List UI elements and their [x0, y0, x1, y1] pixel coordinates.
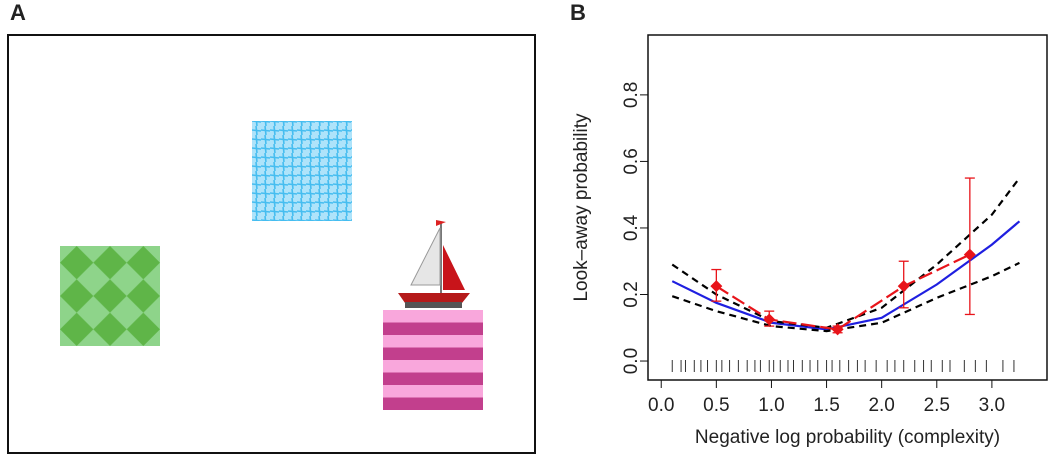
x-tick-label: 0.5 — [703, 395, 729, 416]
curve — [671, 177, 1021, 329]
blue-square — [252, 121, 352, 221]
panel-label: B — [570, 0, 586, 25]
y-tick-label: 0.6 — [621, 148, 642, 174]
x-tick-label: 1.5 — [813, 395, 839, 416]
y-tick-label: 0.8 — [621, 82, 642, 108]
x-tick-label: 2.5 — [924, 395, 950, 416]
curve — [671, 220, 1021, 331]
plot-frame — [647, 34, 1048, 381]
y-axis-label: Look–away probability — [571, 113, 592, 302]
x-tick-label: 3.0 — [979, 395, 1005, 416]
point — [763, 313, 776, 326]
y-tick-label: 0.4 — [621, 214, 642, 241]
point — [963, 248, 976, 261]
green-square — [60, 246, 160, 346]
pink-square — [383, 310, 483, 410]
stimulus-frame — [7, 34, 536, 454]
point — [710, 280, 723, 293]
panel-label: A — [10, 0, 26, 25]
sailboat — [398, 220, 470, 308]
x-axis-label: Negative log probability (complexity) — [695, 427, 1000, 448]
x-tick-label: 1.0 — [758, 395, 784, 416]
point — [897, 280, 910, 293]
mean-line — [715, 253, 971, 331]
point — [831, 323, 844, 336]
x-tick-label: 2.0 — [868, 395, 894, 416]
y-tick-label: 0.2 — [621, 281, 642, 307]
x-tick-label: 0.0 — [648, 395, 674, 416]
y-tick-label: 0.0 — [621, 348, 642, 374]
curve — [671, 261, 1020, 333]
